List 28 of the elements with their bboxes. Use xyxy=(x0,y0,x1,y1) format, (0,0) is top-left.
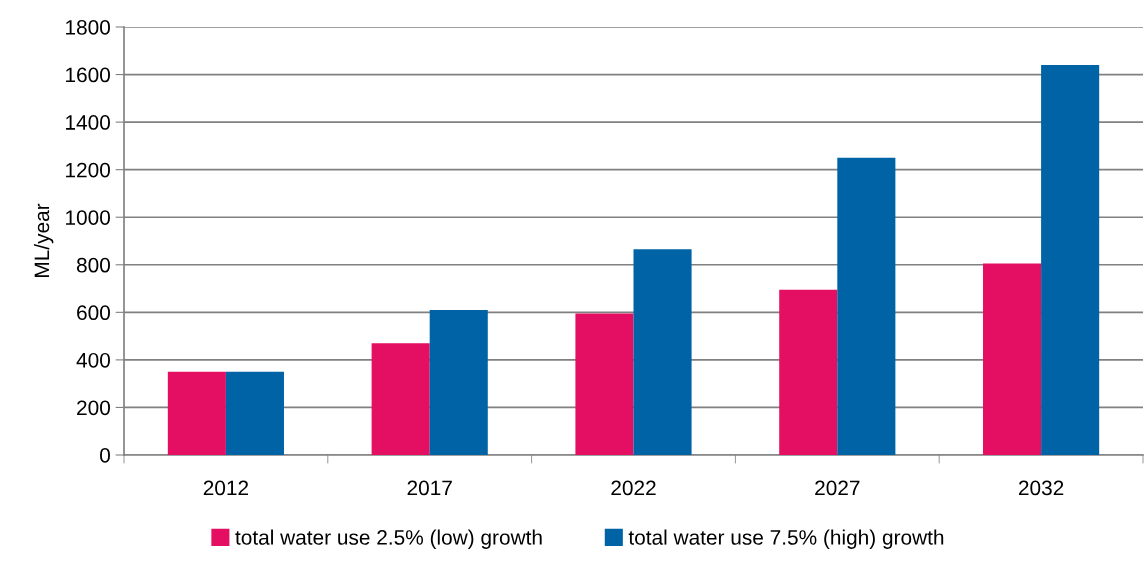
y-tick-label: 800 xyxy=(76,257,110,273)
y-tick-label: 1000 xyxy=(66,210,110,225)
y-tick-label: 600 xyxy=(77,305,110,321)
x-tick-label: 2027 xyxy=(815,480,860,496)
bar xyxy=(983,263,1042,455)
bar xyxy=(1041,65,1100,455)
y-tick-label: 400 xyxy=(76,352,110,368)
y-tick-label: 1800 xyxy=(66,20,110,35)
x-tick-label: 2032 xyxy=(1018,480,1064,496)
bar xyxy=(371,343,430,455)
y-tick-label: 1400 xyxy=(66,115,110,130)
y-tick-label: 1200 xyxy=(66,162,110,178)
bar xyxy=(167,371,226,455)
y-tick-label: 1600 xyxy=(66,67,110,83)
x-tick-label: 2017 xyxy=(407,480,452,496)
legend-label: total water use 2.5% (low) growth xyxy=(235,529,542,549)
bar xyxy=(225,371,284,455)
y-axis-title: ML/year xyxy=(33,203,54,277)
bar xyxy=(429,309,488,455)
bar xyxy=(633,249,692,455)
legend-label: total water use 7.5% (high) growth xyxy=(628,529,944,549)
y-tick-label: 0 xyxy=(100,448,110,463)
bar xyxy=(779,289,838,455)
bar xyxy=(575,313,634,455)
bar xyxy=(837,157,896,455)
y-tick-label: 200 xyxy=(77,400,110,416)
x-tick-label: 2022 xyxy=(611,480,656,496)
x-tick-label: 2012 xyxy=(203,480,249,496)
